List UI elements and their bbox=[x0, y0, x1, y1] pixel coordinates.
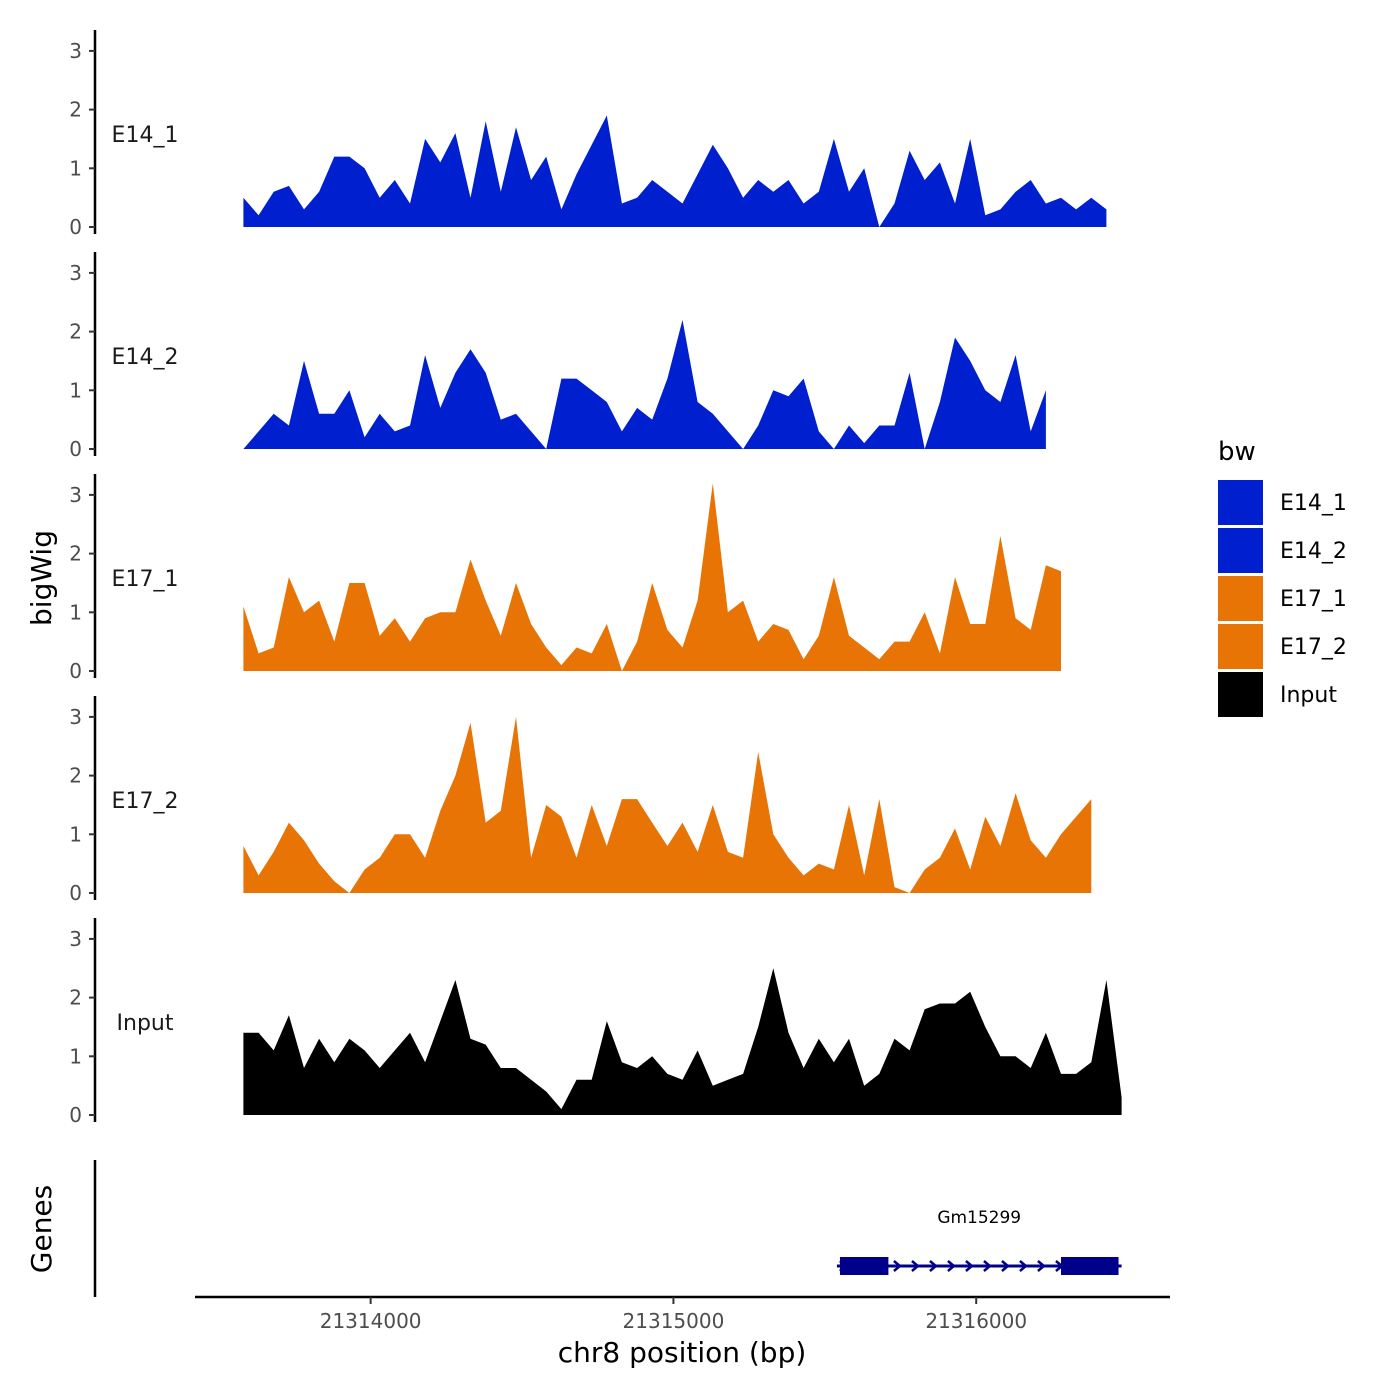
legend-swatch bbox=[1218, 624, 1263, 669]
y-tick-label: 0 bbox=[69, 659, 82, 683]
strand-arrow bbox=[1001, 1260, 1010, 1272]
track-label: E17_2 bbox=[112, 789, 179, 814]
track-label: E14_1 bbox=[112, 123, 179, 148]
y-tick-label: 0 bbox=[69, 215, 82, 239]
y-tick-label: 2 bbox=[69, 986, 82, 1010]
track-label: Input bbox=[117, 1011, 174, 1036]
coverage-area bbox=[243, 483, 1061, 671]
coverage-area bbox=[243, 968, 1122, 1115]
y-tick-label: 3 bbox=[69, 261, 82, 285]
strand-arrow bbox=[893, 1260, 902, 1272]
track-e14-2: 0 1 2 3 E14_2 bbox=[69, 252, 1046, 461]
gene-model: Gm15299 bbox=[836, 1208, 1122, 1275]
coverage-area bbox=[833, 372, 925, 449]
coverage-area bbox=[743, 378, 834, 449]
track-e14-1: 0 1 2 3 E14_1 bbox=[69, 30, 1107, 239]
coverage-area bbox=[243, 115, 880, 227]
legend-item: E17_2 bbox=[1218, 624, 1347, 669]
legend: E14_1 E14_2 E17_1 E17_2 Input bbox=[1218, 480, 1347, 717]
y-tick-label: 1 bbox=[69, 156, 82, 180]
y-tick-label: 3 bbox=[69, 927, 82, 951]
genes-axis-title: Genes bbox=[25, 1185, 58, 1273]
x-axis-title: chr8 position (bp) bbox=[558, 1336, 807, 1369]
y-tick-label: 1 bbox=[69, 378, 82, 402]
track-e17-1: 0 1 2 3 E17_1 bbox=[69, 474, 1061, 683]
coverage-area bbox=[349, 716, 1092, 893]
strand-arrow bbox=[911, 1260, 920, 1272]
y-tick-label: 1 bbox=[69, 600, 82, 624]
track-input: 0 1 2 3 Input bbox=[69, 918, 1122, 1127]
strand-arrow bbox=[1019, 1260, 1028, 1272]
legend-swatch bbox=[1218, 672, 1263, 717]
y-tick-label: 2 bbox=[69, 320, 82, 344]
coverage-area bbox=[924, 337, 1046, 449]
legend-item: E14_2 bbox=[1218, 528, 1347, 573]
y-tick-label: 3 bbox=[69, 39, 82, 63]
legend-item: E17_1 bbox=[1218, 576, 1347, 621]
y-axis-title: bigWig bbox=[25, 530, 58, 626]
genes-panel: Gm15299 bbox=[93, 1160, 1122, 1297]
y-tick-label: 2 bbox=[69, 764, 82, 788]
gene-exon bbox=[839, 1257, 889, 1275]
x-tick-label: 21316000 bbox=[925, 1309, 1027, 1333]
track-label: E17_1 bbox=[112, 567, 179, 592]
strand-arrow bbox=[947, 1260, 956, 1272]
x-axis: 21314000 21315000 21316000 bbox=[195, 1295, 1170, 1333]
coverage-area bbox=[879, 138, 1107, 227]
legend-label: E14_1 bbox=[1280, 491, 1347, 516]
gene-label: Gm15299 bbox=[937, 1208, 1021, 1228]
legend-label: E17_2 bbox=[1280, 635, 1347, 660]
x-tick-label: 21315000 bbox=[623, 1309, 725, 1333]
legend-label: E14_2 bbox=[1280, 539, 1347, 564]
legend-label: E17_1 bbox=[1280, 587, 1347, 612]
legend-label: Input bbox=[1280, 683, 1337, 708]
y-tick-label: 2 bbox=[69, 542, 82, 566]
bigwig-tracks: 0 1 2 3 E14_1 0 1 2 3 E14_2 0 1 2 3 E17_1 0 1 2 3 E17_2 0 1 2 3… bbox=[69, 30, 1122, 1127]
x-tick-label: 21314000 bbox=[320, 1309, 422, 1333]
strand-arrow bbox=[965, 1260, 974, 1272]
y-tick-label: 0 bbox=[69, 1103, 82, 1127]
strand-arrow bbox=[983, 1260, 992, 1272]
gene-exon bbox=[1060, 1257, 1119, 1275]
strand-arrow bbox=[929, 1260, 938, 1272]
y-tick-label: 0 bbox=[69, 881, 82, 905]
y-tick-label: 0 bbox=[69, 437, 82, 461]
legend-item: Input bbox=[1218, 672, 1337, 717]
legend-swatch bbox=[1218, 528, 1263, 573]
y-tick-label: 3 bbox=[69, 483, 82, 507]
legend-item: E14_1 bbox=[1218, 480, 1347, 525]
coverage-area bbox=[243, 349, 547, 449]
legend-title: bw bbox=[1218, 437, 1256, 467]
track-e17-2: 0 1 2 3 E17_2 bbox=[69, 696, 1092, 905]
strand-arrow bbox=[1037, 1260, 1046, 1272]
coverage-area bbox=[243, 822, 350, 893]
legend-swatch bbox=[1218, 576, 1263, 621]
y-tick-label: 2 bbox=[69, 98, 82, 122]
coverage-area bbox=[546, 319, 744, 449]
y-tick-label: 1 bbox=[69, 822, 82, 846]
track-label: E14_2 bbox=[112, 345, 179, 370]
y-tick-label: 1 bbox=[69, 1044, 82, 1068]
legend-swatch bbox=[1218, 480, 1263, 525]
y-tick-label: 3 bbox=[69, 705, 82, 729]
